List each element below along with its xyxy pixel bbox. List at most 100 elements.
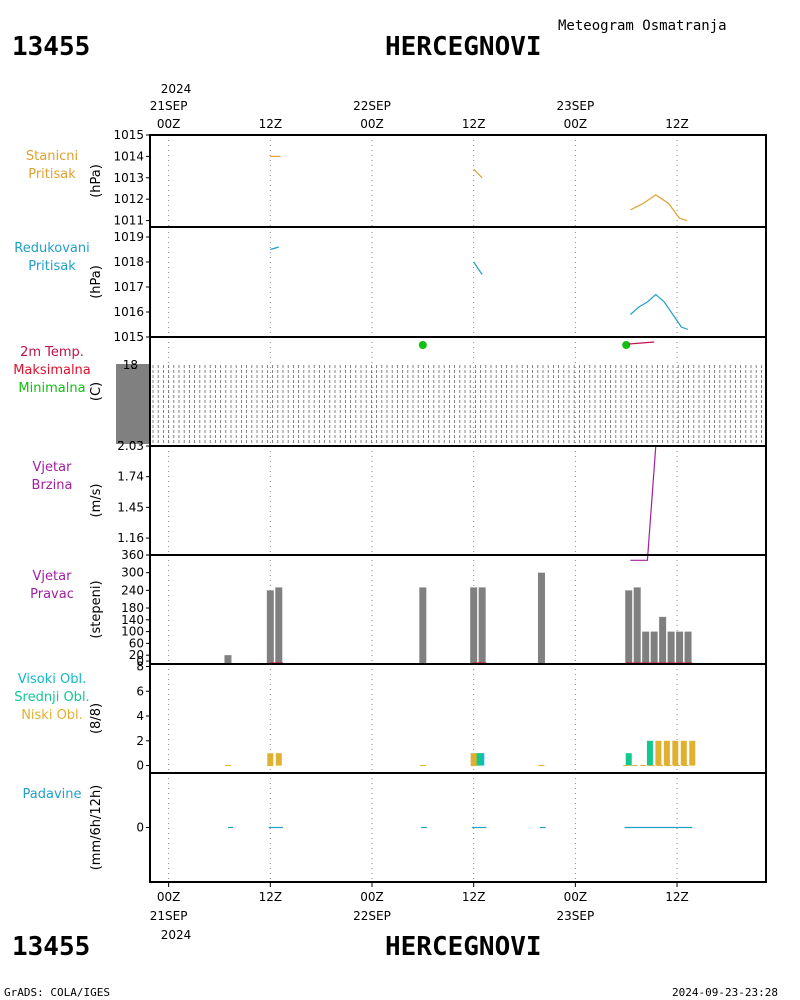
y-tick-label: 2.03 xyxy=(117,439,144,453)
y-tick-label: 1018 xyxy=(113,255,144,269)
series-line xyxy=(630,445,688,561)
top-hour-label: 00Z xyxy=(564,117,588,131)
tmin-point xyxy=(418,341,427,349)
panel-cloud-cover: Visoki Obl. Srednji Obl. Niski Obl. (8/8) 0 2… xyxy=(14,659,767,774)
bottom-date-label: 21SEP xyxy=(150,909,188,923)
footer-timestamp: 2024-09-23-23:28 xyxy=(672,986,778,999)
panel-title-line: Niski Obl. xyxy=(21,708,83,723)
y-tick-label: 180 xyxy=(121,601,144,615)
panel-reduced-pressure: Redukovani Pritisak (hPa) 1015 1016 1017 1018 1… xyxy=(14,226,767,344)
panel-frame xyxy=(149,445,767,556)
station-id-top: 13455 xyxy=(12,32,90,62)
y-tick-label: 6 xyxy=(136,684,144,698)
wind-dir-bar xyxy=(676,631,684,664)
tmax-line xyxy=(628,341,655,345)
footer-source: GrADS: COLA/IGES xyxy=(4,986,110,999)
series-line xyxy=(270,246,279,251)
y-tick-label: 1019 xyxy=(113,230,144,244)
series-line xyxy=(473,168,483,179)
wind-dir-bar xyxy=(659,616,667,664)
panel-title-line: Visoki Obl. xyxy=(18,672,86,687)
panel-title-line: Srednji Obl. xyxy=(14,690,89,705)
y-tick-label: 18 xyxy=(123,358,138,372)
cloud-bar xyxy=(689,740,696,766)
panel-title-line: Redukovani xyxy=(14,241,89,256)
cloud-bar xyxy=(275,753,282,766)
y-tick-label: 1014 xyxy=(113,149,144,163)
panel-title-line: Minimalna xyxy=(18,381,85,396)
y-tick-label: 60 xyxy=(129,636,144,650)
bottom-hour-label: 00Z xyxy=(564,890,588,904)
y-tick-label: 1011 xyxy=(113,214,144,228)
panel-frame xyxy=(149,772,767,883)
bottom-hour-label: 12Z xyxy=(259,890,283,904)
wind-dir-bar xyxy=(650,631,658,664)
y-tick-label: 1.45 xyxy=(117,500,144,514)
panel-title-line: Vjetar xyxy=(33,569,73,584)
wind-dir-bar xyxy=(275,587,283,664)
cloud-bar xyxy=(478,753,485,766)
top-date-label: 23SEP xyxy=(556,99,594,113)
bottom-date-label: 23SEP xyxy=(556,909,594,923)
panel-title-line: Pritisak xyxy=(28,167,76,182)
panel-precipitation: Padavine (mm/6h/12h) 0 xyxy=(23,772,767,883)
cloud-bar xyxy=(655,740,662,766)
y-tick-label: 240 xyxy=(121,583,144,597)
y-tick-label: 0 xyxy=(136,759,144,773)
y-axis-unit: (hPa) xyxy=(89,164,104,198)
y-axis-unit: (C) xyxy=(89,382,104,401)
top-date-label: 21SEP xyxy=(150,99,188,113)
cloud-bar xyxy=(267,753,274,766)
top-hour-label: 12Z xyxy=(462,117,486,131)
wind-dir-bar xyxy=(224,655,232,664)
top-date-label: 22SEP xyxy=(353,99,391,113)
bottom-year-label: 2024 xyxy=(161,928,192,942)
y-tick-label: 4 xyxy=(136,709,144,723)
y-tick-label: 0 xyxy=(136,821,144,835)
panel-title-line: Pritisak xyxy=(28,259,76,274)
wind-dir-bar xyxy=(537,572,545,664)
panel-frame xyxy=(149,336,767,447)
y-tick-label: 2 xyxy=(136,734,144,748)
y-tick-label: 1017 xyxy=(113,280,144,294)
panel-title-line: 2m Temp. xyxy=(20,345,84,360)
wind-dir-bar xyxy=(633,587,641,664)
wind-dir-bar xyxy=(625,590,633,664)
y-tick-label: 360 xyxy=(121,548,144,562)
top-hour-label: 00Z xyxy=(360,117,384,131)
cloud-bar xyxy=(625,753,632,766)
series-line xyxy=(630,293,689,331)
y-axis-unit: (stepeni) xyxy=(89,580,104,638)
time-axis-top: 2024 00Z 21SEP 12Z 00Z 22SEP 12Z 00Z 23SEP 12Z xyxy=(150,82,689,131)
top-hour-label: 12Z xyxy=(665,117,689,131)
top-hour-label: 12Z xyxy=(259,117,283,131)
y-tick-label: 1.74 xyxy=(117,470,144,484)
panel-title-line: Vjetar xyxy=(33,460,73,475)
series-line xyxy=(473,261,483,275)
bottom-hour-label: 00Z xyxy=(157,890,181,904)
panel-temperature: 2m Temp. Maksimalna Minimalna (C) 18 xyxy=(13,336,767,447)
cloud-bar xyxy=(680,740,687,766)
panel-title-line: Pravac xyxy=(30,587,74,602)
y-tick-label: 0 xyxy=(136,654,144,668)
panels: Stanicni Pritisak (hPa) 1011 1012 1013 1014 101… xyxy=(13,128,767,883)
panel-station-pressure: Stanicni Pritisak (hPa) 1011 1012 1013 1014 101… xyxy=(26,128,767,228)
panel-frame xyxy=(149,226,767,338)
y-tick-label: 1015 xyxy=(113,128,144,142)
wind-dir-bar xyxy=(470,587,478,664)
panel-title-line: Stanicni xyxy=(26,149,78,164)
wind-dir-bar xyxy=(419,587,427,664)
y-tick-label: 1015 xyxy=(113,330,144,344)
y-tick-label: 20 xyxy=(129,648,144,662)
cloud-bar xyxy=(672,740,679,766)
panel-title-line: Brzina xyxy=(32,478,73,493)
bottom-hour-label: 12Z xyxy=(665,890,689,904)
wind-dir-bar xyxy=(642,631,650,664)
wind-dir-bar xyxy=(667,631,675,664)
y-axis-unit: (hPa) xyxy=(89,265,104,299)
top-year-label: 2024 xyxy=(161,82,192,96)
panel-title-line: Maksimalna xyxy=(13,363,91,378)
meteogram-title: Meteogram Osmatranja xyxy=(558,18,727,34)
station-id-bottom: 13455 xyxy=(12,932,90,962)
